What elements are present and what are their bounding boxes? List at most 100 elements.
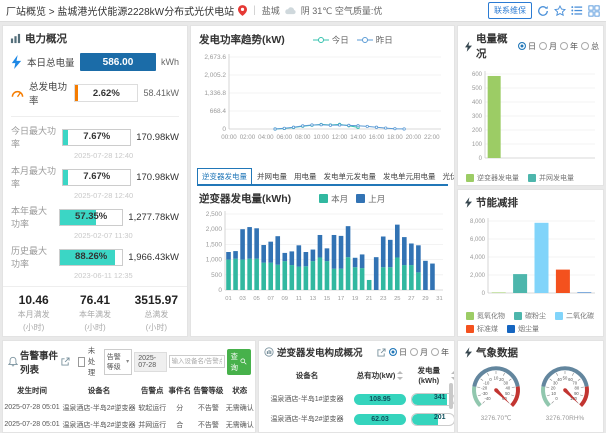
alarm-row[interactable]: 2025-07-28 05:01 温泉酒店-半岛2#逆变器 并网运行 合 不告警 无需确认: [3, 416, 255, 432]
svg-text:2,005.2: 2,005.2: [204, 72, 226, 79]
stat-unit: (小时): [84, 323, 106, 332]
query-button[interactable]: 查询: [226, 348, 251, 375]
energy-value: 201: [433, 414, 446, 421]
radio-年[interactable]: 年: [560, 41, 578, 52]
lightning-outline-icon: [465, 197, 472, 208]
weather-text: 阴 31℃ 空气质量:优: [300, 6, 383, 16]
max-power-label: 历史最大功率: [11, 246, 48, 269]
legend-label: 烟尘量: [518, 326, 539, 333]
svg-text:10: 10: [494, 376, 499, 381]
stat-value: 3515.97: [134, 293, 179, 307]
svg-text:17: 17: [338, 296, 344, 302]
svg-text:08:00: 08:00: [295, 134, 311, 141]
inverter-energy-legend[interactable]: 本月 上月: [319, 193, 385, 205]
radio-年[interactable]: 年: [431, 347, 449, 358]
external-link-icon[interactable]: [377, 347, 386, 357]
svg-text:2,673.6: 2,673.6: [204, 54, 226, 61]
tab-光伏用电量[interactable]: 光伏用电量: [442, 172, 455, 181]
radio-日[interactable]: 日: [389, 347, 407, 358]
trend-legend[interactable]: 今日 昨日: [312, 34, 393, 46]
svg-text:15: 15: [324, 296, 330, 302]
alarm-col-告警等级: 告警等级: [193, 386, 224, 395]
breadcrumb[interactable]: 厂站概览 > 盐城港光伏能源2228kW分布式光伏电站: [6, 7, 235, 18]
radio-总[interactable]: 总: [581, 41, 599, 52]
radio-月[interactable]: 月: [539, 41, 557, 52]
radio-label: 年: [441, 347, 449, 357]
legend-swatch: [507, 325, 515, 333]
stat-label: 本年满发: [78, 310, 111, 319]
radio-月[interactable]: 月: [410, 347, 428, 358]
legend-item-今日[interactable]: 今日: [312, 34, 349, 46]
unhandled-filter[interactable]: 未处理: [77, 345, 102, 378]
legend-label: 标准煤: [477, 326, 498, 333]
location-pin-icon[interactable]: [238, 5, 248, 16]
legend-label: 上月: [368, 193, 386, 204]
star-icon[interactable]: [554, 4, 566, 17]
weather-gauges: -40-30-20-1001020304050603276.70℃0102030…: [458, 360, 603, 429]
legend-item-二氧化碳[interactable]: 二氧化碳: [555, 311, 594, 321]
list-icon[interactable]: [571, 5, 583, 16]
trend-title: 发电功率趋势(kW): [199, 34, 285, 46]
legend-item-烟尘量[interactable]: 烟尘量: [507, 324, 539, 334]
alarm-row[interactable]: 2025-07-28 05:01 温泉酒店-半岛2#逆变器 软起运行 分 不告警 无需确认: [3, 399, 255, 416]
external-link-icon[interactable]: [61, 357, 70, 366]
max-power-label: 今日最大功率: [11, 126, 57, 149]
legend-item-逆变器发电量[interactable]: 逆变器发电量: [466, 173, 519, 183]
refresh-icon[interactable]: [537, 5, 549, 17]
alarm-col-设备名: 设备名: [87, 386, 111, 395]
tab-逆变器发电量[interactable]: 逆变器发电量: [197, 168, 252, 184]
sort-icon[interactable]: [397, 370, 404, 380]
active-power-pill: 108.95: [354, 393, 406, 405]
legend-item-本月[interactable]: 本月: [319, 193, 348, 205]
svg-text:09: 09: [282, 296, 288, 302]
sort-icon[interactable]: [450, 370, 454, 380]
tab-发电单元用电量[interactable]: 发电单元用电量: [383, 172, 436, 181]
svg-text:30: 30: [553, 380, 558, 385]
max-power-label: 本月最大功率: [11, 166, 57, 189]
legend-item-昨日[interactable]: 昨日: [356, 34, 393, 46]
scrollbar[interactable]: [449, 383, 453, 409]
legend-swatch: [319, 194, 329, 203]
inverter-col-总有功(kW)[interactable]: 总有功(kW): [351, 366, 409, 385]
energy-overview-chart: 0 100 200 300 400 500 600: [472, 71, 595, 162]
max-power-value: 1,966.43kW: [128, 251, 179, 263]
max-power-progress: 57.35%: [59, 208, 124, 226]
grid-icon[interactable]: [588, 4, 600, 17]
svg-text:03: 03: [239, 296, 245, 302]
svg-text:40: 40: [557, 377, 562, 382]
svg-text:500: 500: [211, 272, 222, 279]
legend-swatch: [466, 325, 474, 333]
legend-item-标准煤[interactable]: 标准煤: [466, 324, 498, 334]
legend-item-氮氧化物[interactable]: 氮氧化物: [466, 311, 505, 321]
unhandled-checkbox[interactable]: [77, 356, 85, 367]
topbar: 厂站概览 > 盐城港光伏能源2228kW分布式光伏电站 | 盐城 阴 31℃ 空…: [0, 0, 606, 22]
weather-title: 气象数据: [476, 347, 518, 359]
contact-button[interactable]: 联系维保: [488, 2, 532, 19]
legend-item-并网发电量[interactable]: 并网发电量: [528, 173, 574, 183]
max-power-value: 170.98kW: [136, 171, 179, 183]
radio-label: 年: [570, 41, 578, 51]
max-power-percent: 57.35%: [75, 210, 108, 222]
unhandled-label: 未处理: [87, 346, 96, 377]
radio-日[interactable]: 日: [518, 41, 536, 52]
stat-value: 10.46: [18, 293, 49, 307]
stat-unit: (小时): [23, 323, 45, 332]
tab-并网电量[interactable]: 并网电量: [257, 172, 287, 181]
energy-overview-legend[interactable]: 逆变器发电量并网发电量用电量发电单元发电量发电单元用电量光伏用电量: [458, 172, 603, 185]
tab-发电单元发电量[interactable]: 发电单元发电量: [323, 172, 377, 181]
alarm-level-select[interactable]: 告警等级 ▾: [103, 348, 133, 375]
progress-fill: [60, 209, 96, 225]
panel-weather: 气象数据 -40-30-20-1001020304050603276.70℃01…: [457, 340, 604, 433]
legend-item-碳粉尘[interactable]: 碳粉尘: [514, 311, 546, 321]
inverter-col-发电量(kWh)[interactable]: 发电量(kWh): [409, 361, 454, 389]
legend-item-上月[interactable]: 上月: [356, 193, 385, 205]
date-picker[interactable]: 2025-07-28: [134, 351, 167, 372]
alarm-search-input[interactable]: [168, 355, 225, 368]
alarm-table: 发生时间 设备名 告警点 事件名 告警等级 状态 2025-07-28 05:01 温泉酒店…: [3, 382, 255, 432]
radio-dot: [560, 42, 568, 50]
svg-text:13: 13: [310, 296, 316, 302]
emission-legend[interactable]: 氮氧化物 碳粉尘 二氧化碳标准煤 烟尘量: [458, 310, 603, 335]
stat-value: 76.41: [79, 293, 110, 307]
inverter-radios: 日月 年: [389, 347, 449, 358]
tab-用电量[interactable]: 用电量: [294, 172, 317, 181]
